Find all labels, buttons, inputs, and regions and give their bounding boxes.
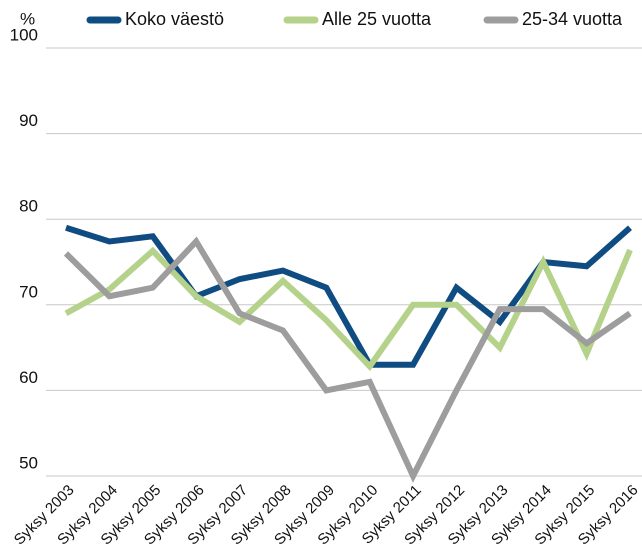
y-tick-label: 70 [19, 282, 38, 301]
legend-label: Alle 25 vuotta [322, 9, 432, 29]
series-line [64, 246, 633, 372]
y-tick-label: 90 [19, 111, 38, 130]
y-tick-label: 60 [19, 368, 38, 387]
y-unit: % [20, 9, 35, 28]
y-tick-label: 50 [19, 453, 38, 472]
legend-label: 25-34 vuotta [522, 9, 623, 29]
y-tick-label: 100 [10, 25, 38, 44]
series-line [63, 236, 632, 483]
legend-label: Koko väestö [125, 9, 224, 29]
y-tick-label: 80 [19, 197, 38, 216]
